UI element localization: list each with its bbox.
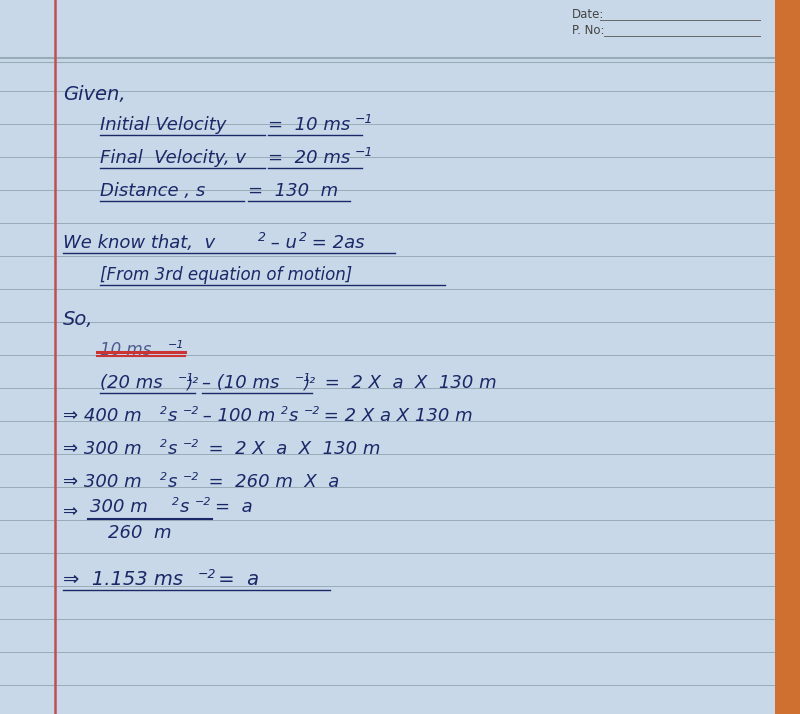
Text: −2: −2 [183,439,199,449]
Text: 2: 2 [172,497,179,507]
Text: −2: −2 [183,472,199,482]
Text: ⇒ 300 m: ⇒ 300 m [63,440,142,458]
Text: P. No:: P. No: [572,24,605,37]
Text: 2: 2 [160,439,167,449]
Text: ⇒  1.153 ms: ⇒ 1.153 ms [63,570,183,589]
Text: s: s [180,498,190,516]
Text: – (10 ms: – (10 ms [202,374,279,392]
Text: =  a: = a [215,498,253,516]
Text: ⇒ 400 m: ⇒ 400 m [63,407,142,425]
Text: 2: 2 [160,472,167,482]
Text: =  260 m  X  a: = 260 m X a [197,473,339,491]
Text: So,: So, [63,310,94,329]
Text: =  2 X  a  X  130 m: = 2 X a X 130 m [319,374,497,392]
Text: [From 3rd equation of motion]: [From 3rd equation of motion] [100,266,352,284]
Text: −1: −1 [168,340,185,350]
Text: – 100 m: – 100 m [197,407,275,425]
Text: ⇒: ⇒ [63,503,78,521]
Text: – u: – u [265,234,297,252]
Text: =  130  m: = 130 m [248,182,338,200]
Bar [775,0,800,714]
Text: −1: −1 [355,146,374,159]
Text: =  2 X  a  X  130 m: = 2 X a X 130 m [197,440,380,458]
Text: =  20 ms: = 20 ms [268,149,350,167]
Text: −1: −1 [295,373,311,383]
Text: −2: −2 [304,406,321,416]
Text: 2: 2 [281,406,288,416]
Text: s: s [168,407,178,425]
Text: 260  m: 260 m [108,524,171,542]
Text: Date:: Date: [572,8,604,21]
Text: Final  Velocity, v: Final Velocity, v [100,149,246,167]
Text: 2: 2 [299,231,307,244]
Text: −2: −2 [183,406,199,416]
Text: 300 m: 300 m [90,498,148,516]
Text: s: s [168,440,178,458]
Text: )²: )² [187,376,199,391]
Text: = 2 X a X 130 m: = 2 X a X 130 m [318,407,473,425]
Text: (20 ms: (20 ms [100,374,162,392]
Text: = 2as: = 2as [306,234,365,252]
Text: )²: )² [304,376,316,391]
Text: =  10 ms: = 10 ms [268,116,350,134]
Text: Given,: Given, [63,85,126,104]
Text: =  a: = a [212,570,259,589]
Text: ⇒ 300 m: ⇒ 300 m [63,473,142,491]
Text: −1: −1 [355,113,374,126]
Text: s: s [168,473,178,491]
Text: Distance , s: Distance , s [100,182,206,200]
Text: 2: 2 [160,406,167,416]
Text: 2: 2 [258,231,266,244]
Text: −2: −2 [198,568,217,581]
Text: −2: −2 [195,497,211,507]
Text: −1: −1 [178,373,194,383]
Text: Initial Velocity: Initial Velocity [100,116,226,134]
Text: 10 ms: 10 ms [100,341,151,359]
Text: s: s [289,407,298,425]
Text: We know that,  v: We know that, v [63,234,215,252]
